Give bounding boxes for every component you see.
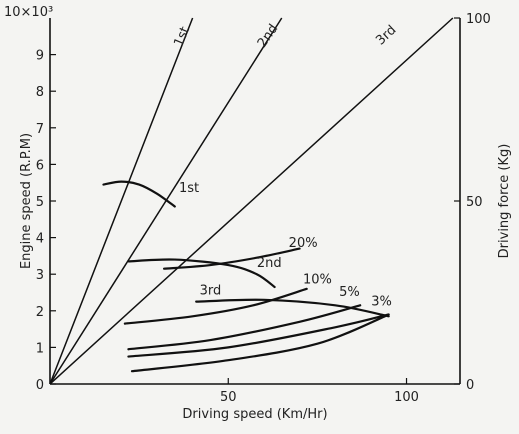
y-tick-label-7: 7 xyxy=(36,122,44,137)
x-tick-label-0: 50 xyxy=(220,390,237,405)
annotation-2: 3rd xyxy=(373,23,399,49)
y-tick-label-9: 9 xyxy=(36,49,44,64)
y-right-tick-label-1: 50 xyxy=(466,195,483,210)
y-axis-title-left: Engine speed (R.P.M) xyxy=(19,133,34,269)
engine-speed-lines xyxy=(49,17,454,385)
y-tick-label-8: 8 xyxy=(36,85,44,100)
driving-force-curve-10pct xyxy=(123,287,308,325)
annotation-9: 3% xyxy=(371,294,392,309)
driving-force-curve-2nd xyxy=(127,258,276,289)
y-tick-label-4: 4 xyxy=(36,232,44,247)
annotation-7: 10% xyxy=(303,272,332,287)
y-tick-label-3: 3 xyxy=(36,268,44,283)
y-right-tick-label-0: 0 xyxy=(466,378,474,393)
engine-speed-line-1st xyxy=(49,17,194,385)
annotation-3: 1st xyxy=(179,181,199,196)
driving-force-curve-unlabeled-7 xyxy=(130,315,387,373)
driving-force-curve-3rd xyxy=(195,298,390,318)
annotation-5: 3rd xyxy=(200,283,222,298)
y-tick-label-2: 2 xyxy=(36,305,44,320)
driving-force-curve-5pct xyxy=(127,304,362,351)
ticks-layer: 0 1 2 3 4 5 6 7 8 9 0 50 100 50 100 xyxy=(36,12,491,405)
annotation-6: 20% xyxy=(289,236,318,251)
y-tick-label-1: 1 xyxy=(36,341,44,356)
x-tick-label-1: 100 xyxy=(394,390,419,405)
y-tick-label-6: 6 xyxy=(36,158,44,173)
y-tick-label-0: 0 xyxy=(36,378,44,393)
driving-force-curves xyxy=(102,180,390,373)
y-tick-label-5: 5 xyxy=(36,195,44,210)
annotation-4: 2nd xyxy=(257,256,282,271)
driving-force-curve-3pct xyxy=(127,313,390,358)
y-right-tick-label-2: 100 xyxy=(466,12,491,27)
x-axis-title: Driving speed (Km/Hr) xyxy=(182,407,327,422)
y-axis-title-right: Driving force (Kg) xyxy=(497,144,512,259)
engine-speed-line-3rd xyxy=(49,17,454,385)
driving-force-curve-20pct xyxy=(162,247,301,270)
annotation-0: 1st xyxy=(171,25,193,49)
y-multiplier-label: 10×10³ xyxy=(4,5,53,20)
driving-force-curve-1st xyxy=(102,180,176,208)
annotation-8: 5% xyxy=(339,285,360,300)
